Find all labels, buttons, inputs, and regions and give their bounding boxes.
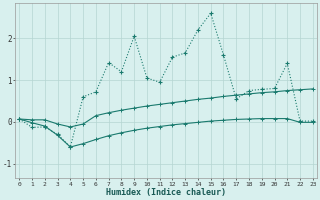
X-axis label: Humidex (Indice chaleur): Humidex (Indice chaleur) [106,188,226,197]
